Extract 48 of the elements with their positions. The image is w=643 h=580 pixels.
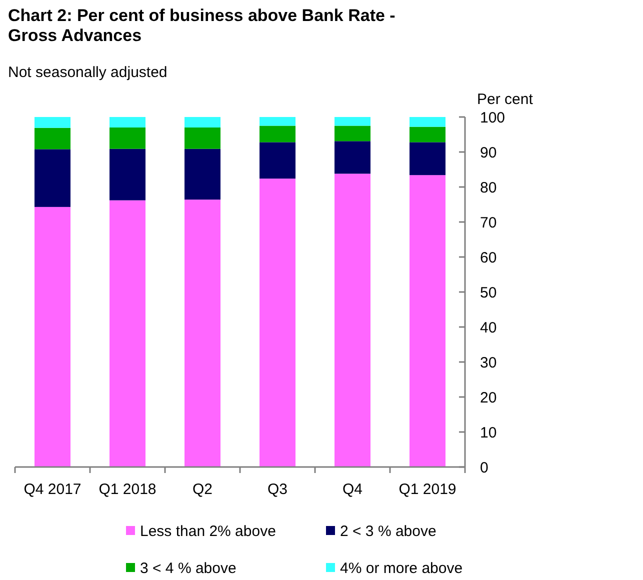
y-tick-label: 100 (480, 109, 506, 126)
legend-label: 2 < 3 % above (340, 523, 436, 540)
y-tick-label: 60 (480, 249, 497, 266)
bar (260, 117, 296, 126)
bar (110, 117, 146, 128)
bar (334, 141, 370, 174)
y-tick-label: 80 (480, 179, 497, 196)
y-tick-label: 30 (480, 354, 497, 372)
bar (110, 148, 146, 200)
bar (260, 178, 296, 467)
bar (110, 128, 146, 149)
bar (34, 206, 70, 467)
x-tick-label: Q4 2017 (24, 481, 82, 498)
bar (34, 128, 70, 150)
x-tick-label: Q1 2018 (98, 481, 156, 498)
bar (334, 117, 370, 126)
bar (34, 117, 70, 128)
x-tick-label: Q1 2019 (398, 481, 456, 498)
chart-subtitle: Not seasonally adjusted (8, 64, 168, 81)
bar (184, 200, 220, 467)
bar (184, 128, 220, 149)
x-tick-label: Q2 (192, 481, 213, 498)
y-tick-label: 0 (480, 459, 488, 476)
bar (184, 117, 220, 128)
y-axis-title: Per cent (477, 91, 534, 108)
bar (410, 175, 446, 467)
bar (184, 148, 220, 200)
y-tick-label: 50 (480, 284, 497, 302)
legend-label: Less than 2% above (140, 523, 276, 540)
bar (260, 126, 296, 142)
bar (334, 126, 370, 142)
bar (410, 117, 446, 127)
bar (260, 142, 296, 179)
x-tick-label: Q4 (342, 481, 363, 498)
y-tick-label: 40 (480, 319, 497, 336)
bar (34, 149, 70, 207)
legend-label: 3 < 4 % above (140, 560, 236, 577)
x-tick-label: Q3 (267, 481, 288, 498)
bar (110, 200, 146, 467)
legend-label: 4% or more above (340, 560, 463, 577)
y-tick-label: 90 (480, 144, 497, 162)
bar (334, 174, 370, 467)
y-tick-label: 10 (480, 424, 497, 442)
bar (410, 126, 446, 142)
y-tick-label: 70 (480, 214, 497, 232)
chart-title: Chart 2: Per cent of business above Bank Rate - Gross Advances (8, 6, 396, 45)
bar (410, 142, 446, 176)
y-tick-label: 20 (480, 389, 497, 406)
